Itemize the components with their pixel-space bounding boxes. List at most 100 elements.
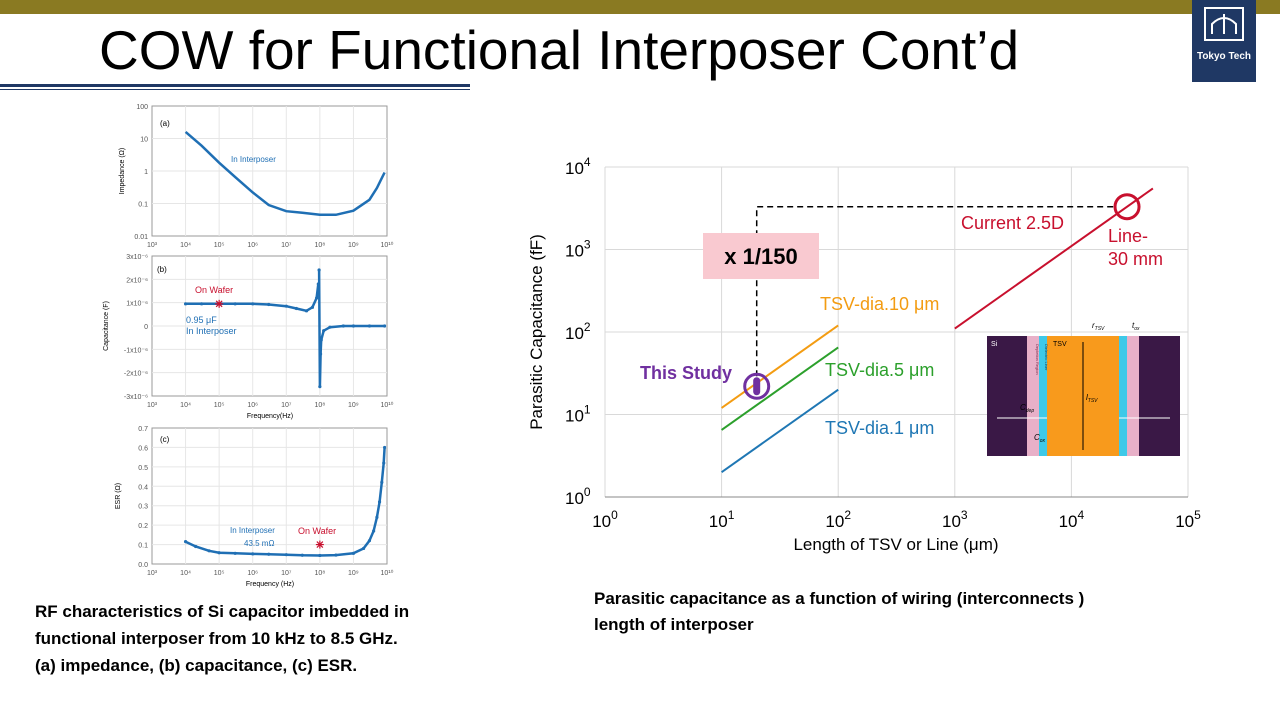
x-axis-label: Length of TSV or Line (μm) <box>793 535 998 554</box>
x-tick-label: 10⁵ <box>214 402 225 409</box>
data-point <box>207 549 211 553</box>
x-tick-label: 105 <box>1175 508 1201 531</box>
x-tick-label: 10⁵ <box>214 242 225 249</box>
x-axis-label: Frequency (Hz) <box>246 581 294 588</box>
y-tick-label: 0.2 <box>138 523 148 530</box>
y-tick-label: 101 <box>565 403 591 426</box>
data-point <box>319 338 323 342</box>
data-point <box>233 551 237 555</box>
left-caption: RF characteristics of Si capacitor imbed… <box>35 598 525 679</box>
data-point <box>284 304 288 308</box>
inset-radius-label: rTSV <box>1092 321 1105 332</box>
data-line <box>317 269 385 387</box>
this-study-label: This Study <box>640 363 732 383</box>
ratio-label: x 1/150 <box>724 244 797 269</box>
data-point <box>322 329 326 333</box>
data-line <box>184 130 386 217</box>
impedance-chart: 10³ 10⁴ 10⁵ 10⁶ 10⁷ 10⁸ 10⁹ 10¹⁰ 0.01 0.1 1 10 100 (… <box>119 104 394 249</box>
y-tick-label: 10 <box>140 137 148 144</box>
panel-label: (c) <box>160 435 170 444</box>
series-label-tsv-1: TSV-dia.1 μm <box>825 418 934 438</box>
annotation-in-interposer: In Interposer <box>186 326 237 336</box>
x-tick-label: 101 <box>709 508 735 531</box>
x-tick-label: 10⁹ <box>348 402 359 409</box>
annotation-in-interposer: In Interposer <box>230 526 275 535</box>
x-tick-label: 10⁷ <box>281 402 292 409</box>
y-tick-label: 0.3 <box>138 504 148 511</box>
left-caption-line: functional interposer from 10 kHz to 8.5… <box>35 629 398 648</box>
ratio-box <box>703 233 819 279</box>
tick-exponent: 4 <box>1078 508 1085 522</box>
x-tick-label: 10⁴ <box>180 402 191 409</box>
x-tick-label: 10⁹ <box>348 570 359 577</box>
data-point <box>377 500 382 504</box>
y-axis-label: ESR (Ω) <box>115 483 122 509</box>
data-point <box>318 553 322 558</box>
y-tick-label: 0.6 <box>138 445 148 452</box>
x-tick-label: 10⁶ <box>247 242 258 249</box>
data-point <box>334 553 338 557</box>
line-30mm-label-2: 30 mm <box>1108 249 1163 269</box>
x-tick-label: 102 <box>825 508 851 531</box>
tick-exponent: 0 <box>584 485 591 499</box>
left-caption-line: RF characteristics of Si capacitor imbed… <box>35 602 410 621</box>
y-tick-label: 1 <box>144 169 148 176</box>
y-tick-label: 0.1 <box>138 543 148 550</box>
y-axis-label: Parasitic Capacitance (fF) <box>527 234 546 430</box>
annotation-in-interposer: In Interposer <box>231 155 276 164</box>
x-tick-label: 10⁹ <box>348 242 359 249</box>
annotation-on-wafer: On Wafer <box>195 285 233 295</box>
x-tick-label: 10⁶ <box>247 570 258 577</box>
tick-exponent: 2 <box>844 508 851 522</box>
annotation-capacitance-value: 0.95 μF <box>186 315 217 325</box>
x-tick-label: 10⁸ <box>314 570 325 577</box>
on-wafer-marker <box>316 541 324 548</box>
y-tick-label: 104 <box>565 155 591 178</box>
x-axis-label: Frequency(Hz) <box>247 413 293 420</box>
data-point <box>318 352 323 356</box>
y-tick-label: 1x10⁻⁶ <box>126 301 148 308</box>
tick-exponent: 3 <box>584 238 591 252</box>
data-point <box>380 480 384 484</box>
tick-exponent: 1 <box>728 508 735 522</box>
y-tick-label: 100 <box>136 104 148 111</box>
line-30mm-marker <box>1113 193 1141 221</box>
y-tick-label: 0.01 <box>134 234 148 241</box>
data-point <box>328 325 332 329</box>
data-point <box>304 309 309 313</box>
title-underline-thin <box>0 89 470 90</box>
data-point <box>233 302 237 306</box>
logo-emblem-icon <box>1204 7 1244 41</box>
left-caption-line: (a) impedance, (b) capacitance, (c) ESR. <box>35 656 358 675</box>
inset-si-label: Si <box>991 341 998 348</box>
y-tick-label: -1x10⁻⁶ <box>124 347 148 354</box>
inset-subscript: TSV <box>1095 326 1105 332</box>
this-study-marker <box>743 372 771 400</box>
data-point <box>310 305 315 309</box>
data-point <box>367 539 372 543</box>
x-tick-label: 10⁴ <box>180 242 191 249</box>
inset-subscript: TSV <box>1088 398 1098 404</box>
tick-exponent: 5 <box>1194 508 1201 522</box>
on-wafer-marker <box>215 300 223 308</box>
tick-exponent: 1 <box>584 403 591 417</box>
x-tick-label: 10³ <box>147 402 158 409</box>
tick-exponent: 3 <box>961 508 968 522</box>
x-tick-label: 104 <box>1059 508 1085 531</box>
right-caption-line: Parasitic capacitance as a function of w… <box>594 589 1085 608</box>
annotation-esr-value: 43.5 mΩ <box>244 539 274 548</box>
data-line <box>185 447 386 557</box>
data-point <box>251 302 255 306</box>
series-label-current-2-5d: Current 2.5D <box>961 213 1064 233</box>
series-label-tsv-5: TSV-dia.5 μm <box>825 360 934 380</box>
data-point <box>294 306 298 311</box>
inset-subscript: ox <box>1040 438 1046 444</box>
y-tick-label: 0.7 <box>138 426 148 433</box>
inset-length-label: lTSV <box>1086 393 1098 404</box>
y-tick-label: 0.4 <box>138 484 148 491</box>
x-tick-label: 10⁵ <box>214 570 225 577</box>
y-axis-label: Impedance (Ω) <box>119 148 126 194</box>
this-study-tsv-icon <box>753 377 761 396</box>
data-point <box>199 302 204 306</box>
